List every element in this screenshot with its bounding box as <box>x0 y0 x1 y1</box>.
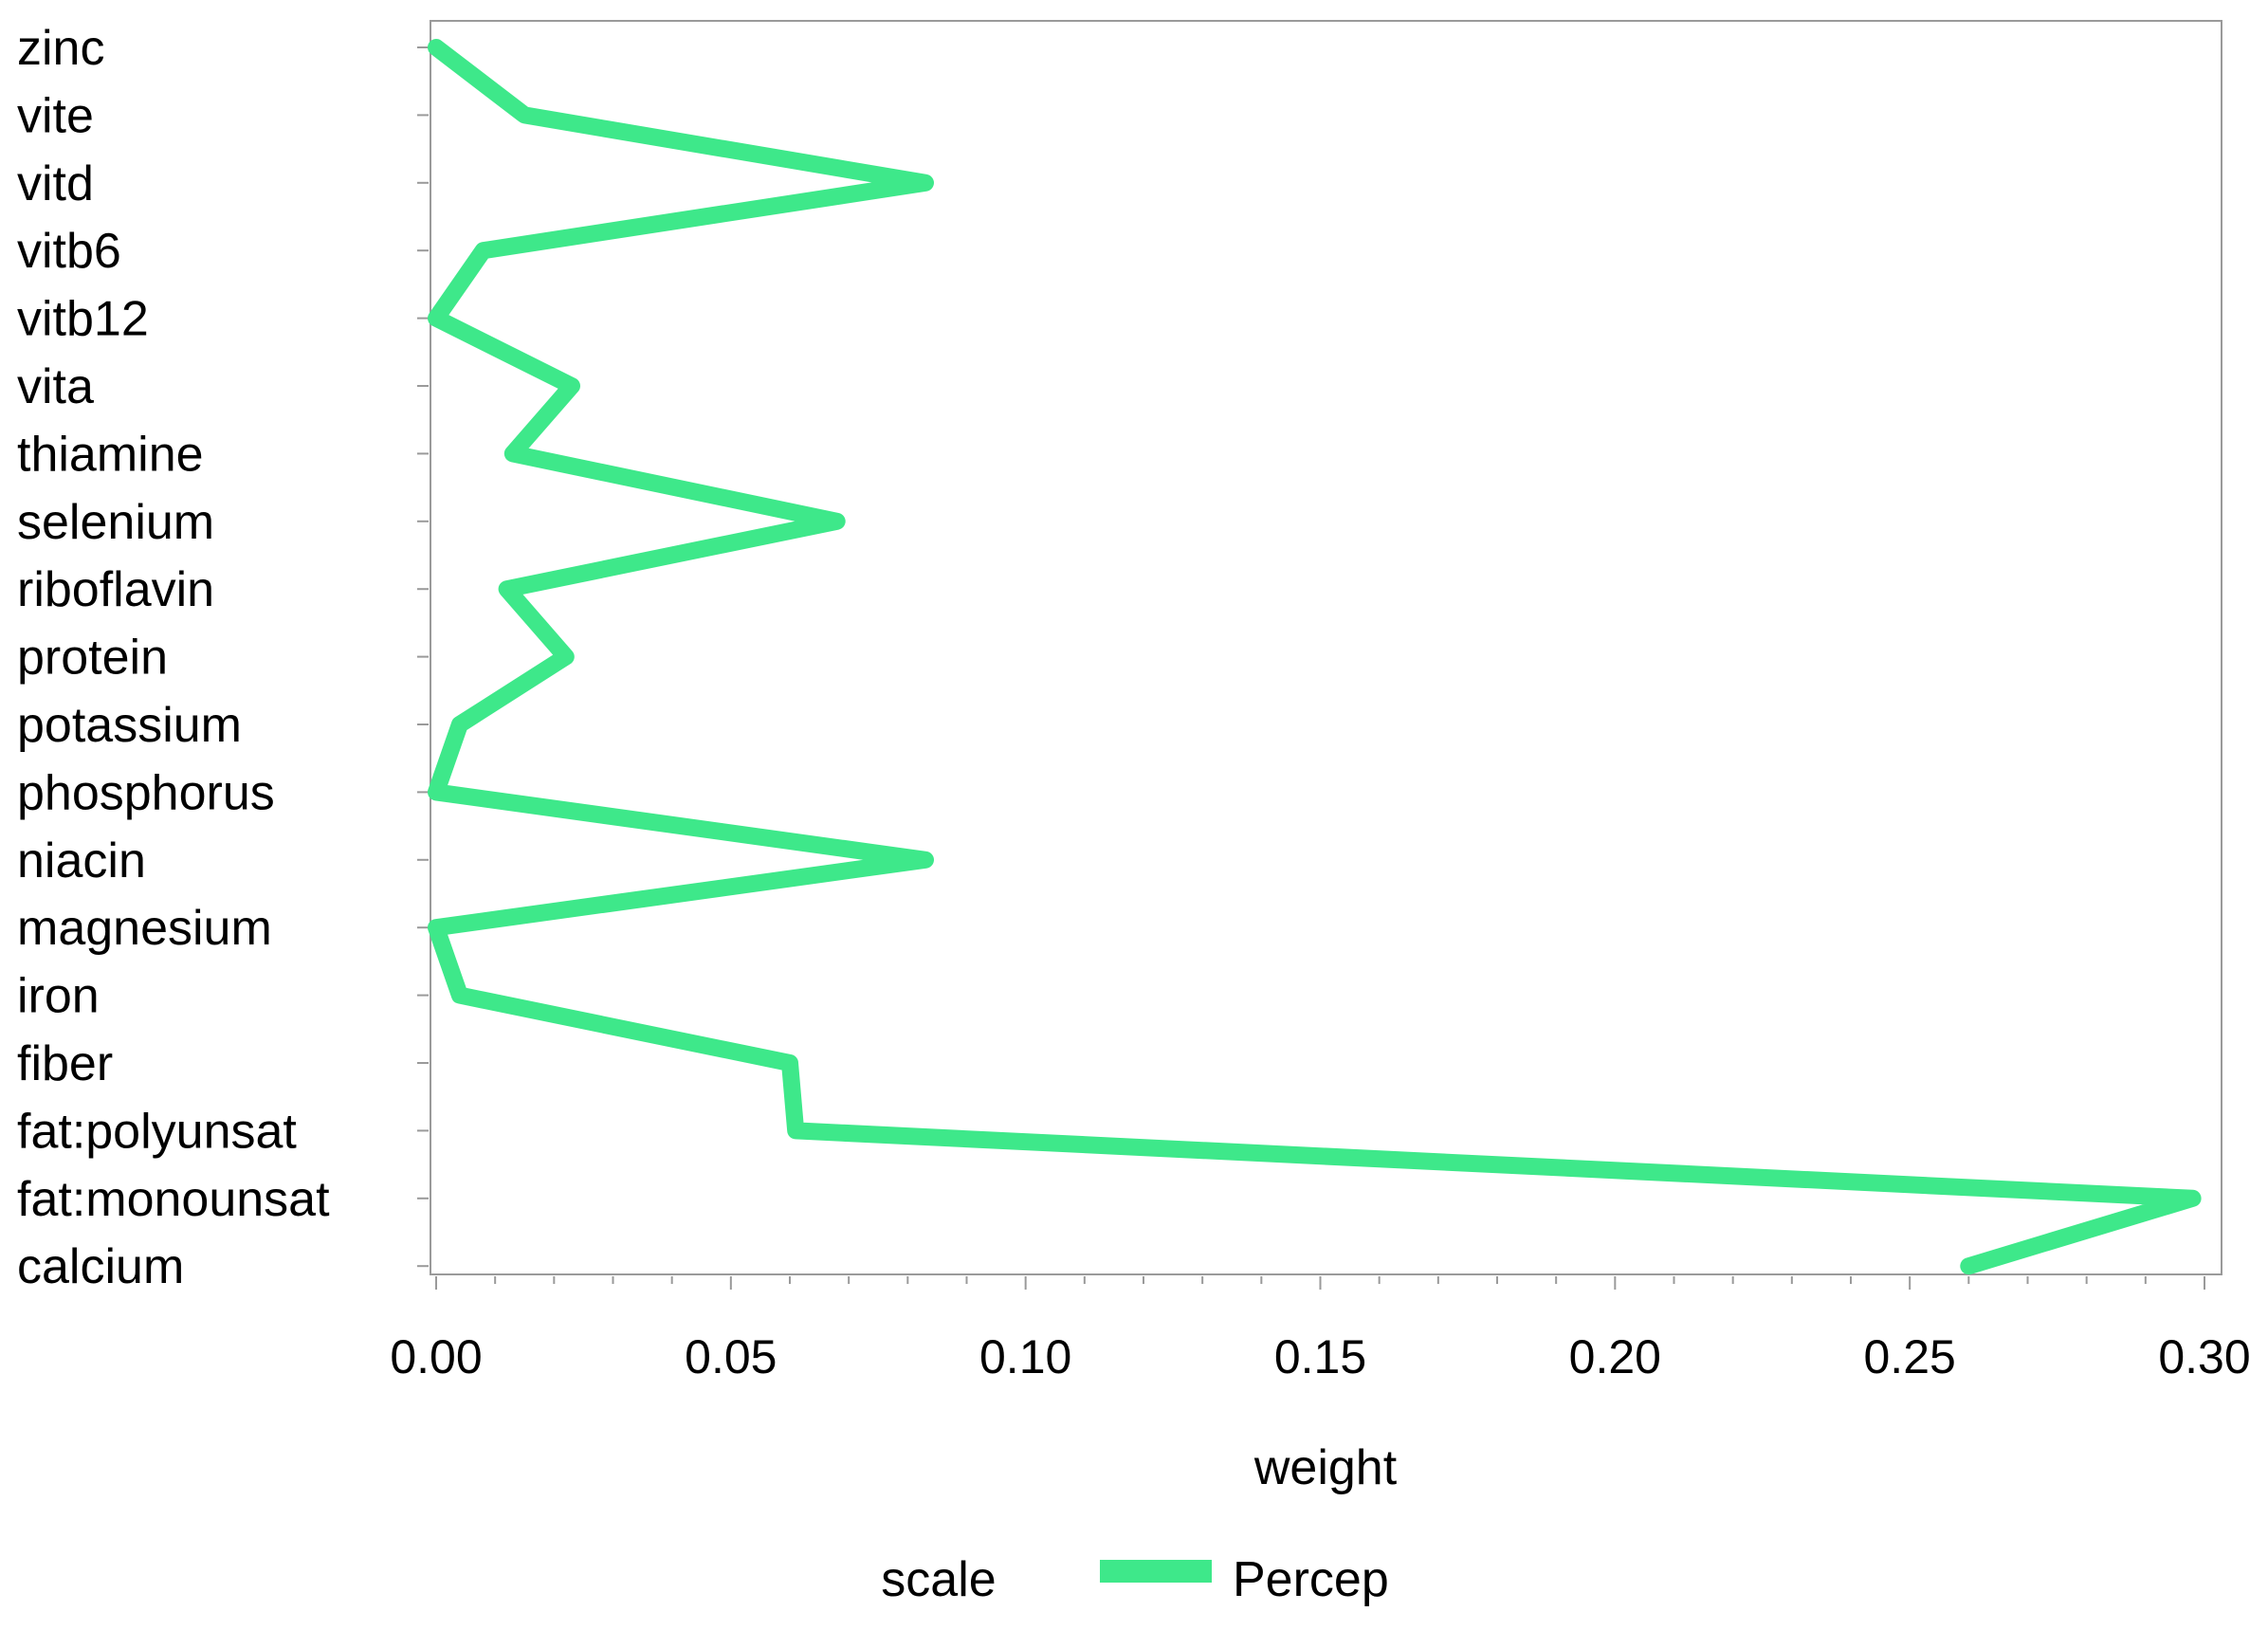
x-tick-label: 0.30 <box>2158 1330 2250 1383</box>
data-point-thiamine <box>511 452 514 455</box>
y-tick-label-vita: vita <box>17 359 94 414</box>
data-point-magnesium <box>435 926 437 929</box>
x-tick-label: 0.15 <box>1274 1330 1366 1383</box>
plot-frame <box>430 20 2222 1275</box>
data-point-phosphorus <box>435 791 437 794</box>
y-tick-label-calcium: calcium <box>17 1239 184 1294</box>
data-point-protein <box>564 655 567 658</box>
y-tick-label-vitb12: vitb12 <box>17 292 149 347</box>
data-point-riboflavin <box>505 588 508 591</box>
y-tick-label-iron: iron <box>17 969 100 1024</box>
data-point-zinc <box>435 46 437 48</box>
legend-label-percep: Percep <box>1233 1552 1389 1607</box>
y-tick-label-zinc: zinc <box>17 21 104 76</box>
y-tick-label-vitb6: vitb6 <box>17 224 121 279</box>
y-tick-label-fat-polyunsat: fat:polyunsat <box>17 1104 297 1159</box>
y-tick-label-fiber: fiber <box>17 1036 113 1091</box>
y-tick-label-fat-monounsat: fat:monounsat <box>17 1172 330 1227</box>
y-tick-label-magnesium: magnesium <box>17 901 272 956</box>
data-point-fiber <box>789 1062 791 1064</box>
data-point-vita <box>570 385 573 387</box>
y-tick-label-thiamine: thiamine <box>17 427 204 482</box>
y-tick-label-niacin: niacin <box>17 833 146 888</box>
data-point-fat-monounsat <box>2191 1197 2194 1200</box>
data-point-selenium <box>835 520 838 522</box>
y-tick-label-riboflavin: riboflavin <box>17 562 214 617</box>
y-tick-label-phosphorus: phosphorus <box>17 765 275 820</box>
y-tick-label-potassium: potassium <box>17 698 242 753</box>
data-point-vitd <box>924 181 926 184</box>
series-layer <box>428 39 2202 1275</box>
data-point-fat-polyunsat <box>795 1129 797 1132</box>
y-tick-label-vitd: vitd <box>17 156 94 211</box>
data-point-iron <box>458 994 461 997</box>
x-tick-label: 0.10 <box>979 1330 1071 1383</box>
data-point-vite <box>523 114 526 117</box>
x-tick-label: 0.05 <box>685 1330 777 1383</box>
y-axis: zinc vite vitd vitb6 vitb12 vita thiamine selen… <box>17 21 429 1294</box>
x-axis-title: weight <box>1253 1440 1398 1495</box>
x-axis: 0.00 0.05 0.10 0.15 0.20 0.25 0.30 <box>390 1276 2251 1383</box>
x-tick-label: 0.25 <box>1864 1330 1956 1383</box>
y-tick-label-selenium: selenium <box>17 495 214 550</box>
data-point-calcium <box>1967 1265 1970 1268</box>
x-tick-label: 0.20 <box>1569 1330 1661 1383</box>
legend: scale Percep <box>881 1552 1388 1607</box>
data-point-vitb12 <box>435 317 437 320</box>
data-point-potassium <box>458 723 461 725</box>
data-point-niacin <box>924 858 926 861</box>
legend-title: scale <box>881 1552 996 1607</box>
y-tick-label-vite: vite <box>17 88 94 143</box>
series-line-percep <box>428 39 2202 1275</box>
y-tick-label-protein: protein <box>17 631 168 686</box>
data-point-vitb6 <box>482 249 485 252</box>
x-tick-label: 0.00 <box>390 1330 482 1383</box>
